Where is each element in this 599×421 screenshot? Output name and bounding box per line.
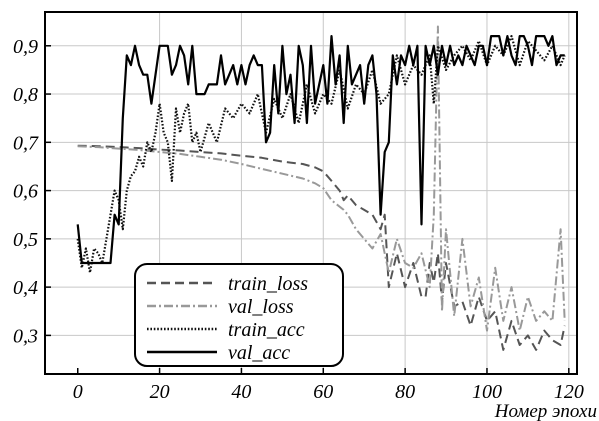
x-tick-label: 120 (554, 381, 584, 403)
x-tick-label: 40 (231, 381, 251, 403)
x-tick-label: 20 (150, 381, 170, 403)
legend-label-train-loss: train_loss (228, 273, 308, 295)
x-tick-label: 100 (472, 381, 502, 403)
y-tick-label: 0,3 (13, 325, 38, 347)
x-tick-label: 60 (313, 381, 333, 403)
legend-label-val-loss: val_loss (228, 296, 294, 318)
y-tick-label: 0,4 (13, 277, 38, 299)
y-tick-label: 0,9 (13, 36, 38, 58)
x-tick-label: 0 (73, 381, 83, 403)
y-tick-label: 0,5 (13, 229, 38, 251)
legend-label-train-acc: train_acc (228, 319, 305, 341)
y-tick-label: 0,7 (13, 132, 39, 154)
y-tick-label: 0,6 (13, 181, 38, 203)
x-tick-label: 80 (395, 381, 415, 403)
x-axis-label: Номер эпохи (494, 401, 597, 421)
y-tick-label: 0,8 (13, 84, 38, 106)
legend-label-val-acc: val_acc (228, 342, 290, 364)
